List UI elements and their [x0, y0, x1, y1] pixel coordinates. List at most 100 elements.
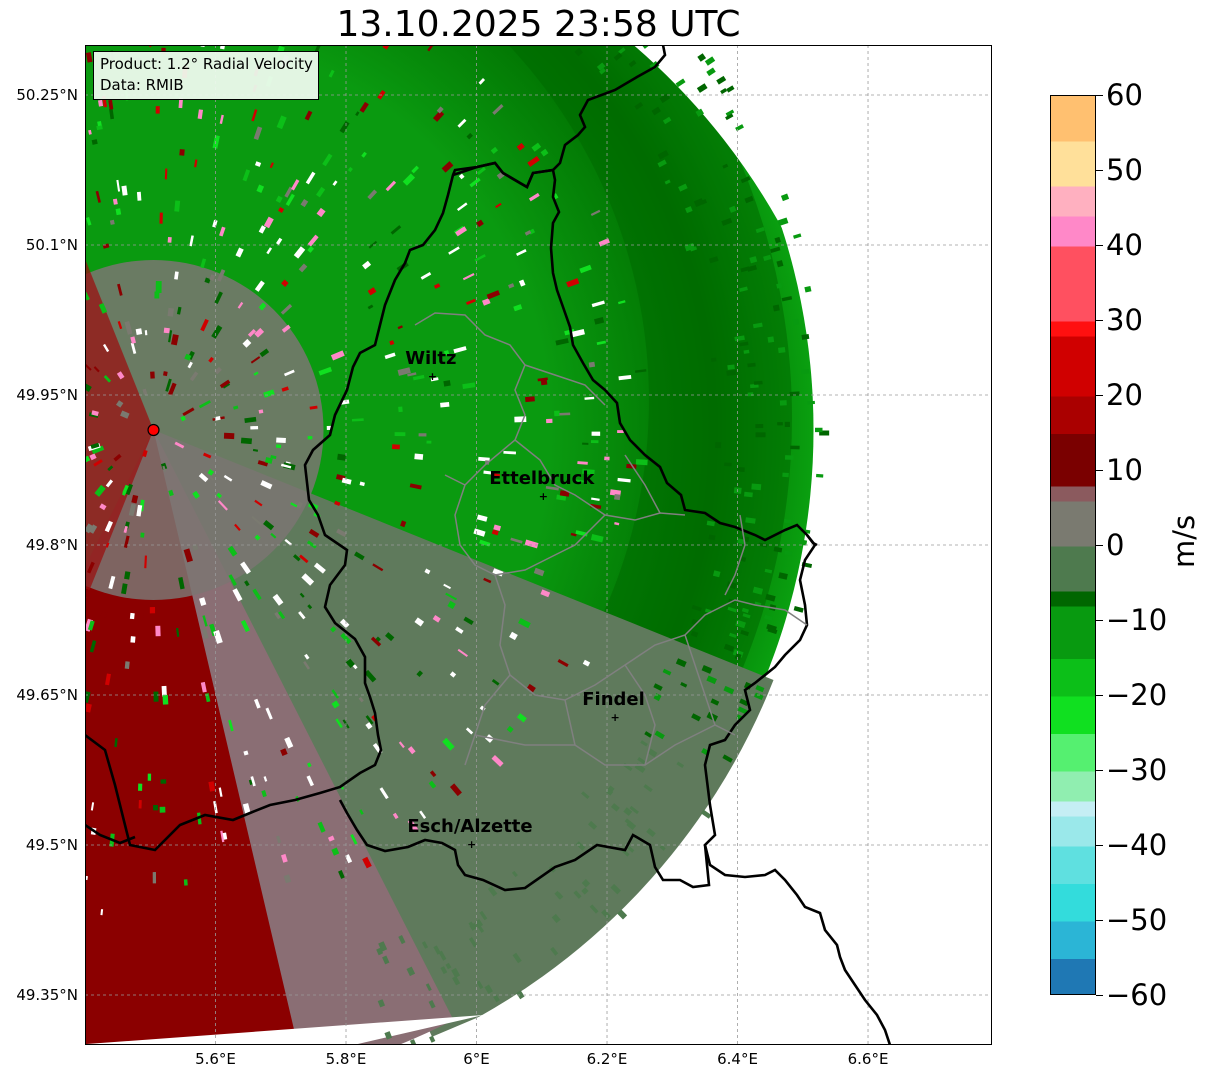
velocity-bin — [345, 854, 353, 864]
velocity-bin — [385, 180, 397, 192]
velocity-bin — [654, 730, 665, 740]
velocity-bin — [108, 99, 114, 110]
velocity-bin — [473, 528, 486, 537]
velocity-bin — [174, 271, 179, 280]
colorbar-band — [1051, 96, 1095, 142]
velocity-bin — [137, 783, 143, 791]
colorbar-band — [1051, 396, 1095, 434]
velocity-bin — [591, 497, 600, 501]
velocity-bin — [140, 532, 145, 538]
colorbar-tick — [1096, 320, 1103, 321]
velocity-bin — [712, 570, 721, 578]
colorbar-band — [1051, 216, 1095, 247]
velocity-bin — [582, 442, 589, 445]
velocity-bin — [93, 366, 100, 373]
velocity-bin — [708, 256, 719, 264]
velocity-bin — [644, 731, 653, 738]
velocity-bin — [124, 321, 133, 335]
colorbar-tick — [1096, 395, 1103, 396]
velocity-bin — [777, 346, 786, 354]
velocity-bin — [755, 684, 765, 693]
velocity-bin — [451, 967, 461, 978]
velocity-bin — [335, 718, 343, 729]
velocity-bin — [376, 947, 384, 956]
luxembourg-border — [85, 161, 817, 892]
velocity-bin — [646, 828, 656, 838]
velocity-bin — [784, 421, 790, 428]
data-source-label: Data: RMIB — [100, 76, 184, 94]
velocity-bin — [394, 432, 406, 437]
velocity-bin — [474, 919, 484, 928]
velocity-bin — [242, 169, 251, 182]
velocity-bin — [624, 818, 633, 826]
velocity-bin — [318, 366, 333, 376]
velocity-bin — [372, 563, 384, 572]
velocity-bin — [379, 787, 389, 800]
velocity-bin — [314, 45, 323, 53]
velocity-bin — [511, 870, 518, 878]
lon-tick-label: 6.4°E — [717, 1050, 758, 1068]
velocity-bin — [124, 571, 131, 580]
colorbar-gradient — [1051, 96, 1095, 994]
velocity-bin — [409, 483, 422, 490]
velocity-bin — [740, 176, 751, 184]
city-marker: + — [466, 838, 477, 851]
velocity-bin — [767, 627, 778, 635]
velocity-bin — [364, 669, 377, 683]
colorbar-tick-label: 10 — [1106, 453, 1143, 487]
velocity-bin — [283, 369, 295, 377]
velocity-bin — [487, 886, 498, 897]
velocity-bin — [726, 85, 735, 93]
velocity-bin — [85, 52, 93, 63]
velocity-bin — [163, 371, 168, 377]
velocity-bin — [710, 698, 720, 706]
colorbar-tick-label: −60 — [1106, 978, 1168, 1012]
velocity-bin — [258, 409, 264, 414]
colorbar-band — [1051, 958, 1095, 994]
colorbar-unit-label: m/s — [1167, 514, 1201, 568]
velocity-bin — [214, 366, 222, 375]
velocity-bin — [121, 583, 128, 595]
radar-map[interactable] — [85, 45, 992, 1045]
velocity-bin — [109, 219, 115, 225]
velocity-bin — [449, 671, 457, 678]
colorbar-tick-label: 30 — [1106, 303, 1143, 337]
velocity-bin — [695, 108, 705, 117]
velocity-bin — [217, 500, 228, 511]
velocity-bin — [298, 263, 308, 273]
velocity-bin — [525, 396, 535, 403]
velocity-bin — [588, 820, 598, 830]
velocity-bin — [590, 503, 602, 510]
velocity-bin — [755, 226, 765, 234]
velocity-bin — [254, 161, 262, 167]
velocity-bin — [272, 593, 284, 606]
velocity-bin — [745, 517, 756, 524]
velocity-bin — [468, 937, 478, 948]
velocity-bin — [332, 180, 338, 186]
velocity-bin — [99, 503, 107, 511]
velocity-bin — [742, 613, 751, 619]
velocity-bin — [675, 78, 686, 88]
velocity-bin — [152, 872, 157, 884]
velocity-bin — [307, 234, 319, 247]
velocity-bin — [220, 830, 225, 843]
colorbar-band — [1051, 801, 1095, 817]
lat-tick-label: 49.5°N — [25, 836, 78, 854]
velocity-bin — [91, 410, 99, 417]
velocity-bin — [131, 494, 139, 504]
colorbar-tick-label: −20 — [1106, 678, 1168, 712]
velocity-bin — [159, 212, 163, 224]
velocity-bin — [443, 380, 451, 387]
velocity-bin — [577, 461, 588, 465]
velocity-bin — [266, 247, 273, 255]
velocity-bin — [208, 781, 216, 792]
velocity-bin — [420, 272, 432, 280]
velocity-bin — [155, 281, 162, 293]
velocity-bin — [734, 652, 742, 661]
velocity-bin — [283, 874, 292, 884]
velocity-bin — [476, 166, 486, 176]
velocity-bin — [330, 350, 345, 361]
velocity-bin — [623, 807, 633, 816]
velocity-bin — [117, 321, 123, 330]
colorbar-tick — [1096, 620, 1103, 621]
